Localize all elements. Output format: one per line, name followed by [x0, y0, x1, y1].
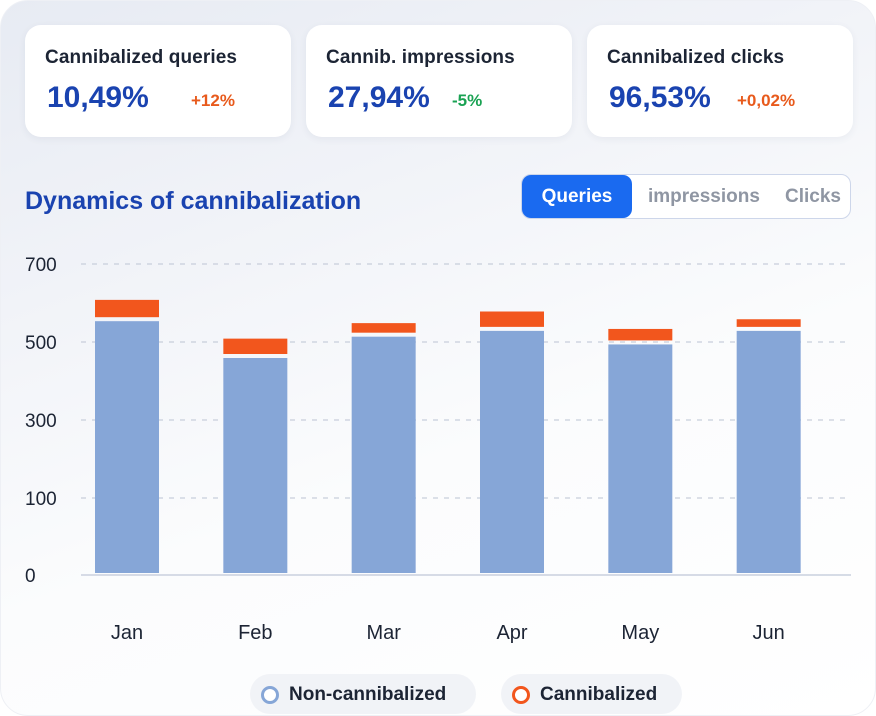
segment-impressions[interactable]: impressions	[648, 186, 760, 207]
legend-item-cannibalized[interactable]: Cannibalized	[501, 674, 682, 714]
kpi-card-queries: Cannibalized queries 10,49% +12%	[25, 25, 291, 137]
kpi-value: 10,49%	[47, 81, 149, 114]
bar-cannibalized	[351, 323, 416, 333]
bar-cannibalized	[736, 319, 801, 327]
legend-marker-cannibalized	[512, 686, 530, 704]
x-tick-label: Apr	[496, 622, 527, 644]
x-tick-label: Jan	[111, 622, 143, 644]
kpi-card-impressions: Cannib. impressions 27,94% -5%	[306, 25, 572, 137]
kpi-label: Cannibalized queries	[45, 47, 238, 68]
bar-non-cannibalized	[95, 321, 159, 573]
kpi-value: 27,94%	[328, 81, 430, 114]
kpi-delta: -5%	[452, 91, 483, 110]
x-tick-label: Mar	[366, 622, 401, 644]
kpi-delta: +0,02%	[737, 91, 796, 110]
legend-item-non-cannibalized[interactable]: Non-cannibalized	[250, 674, 476, 714]
metric-segmented-control: Queries impressions Clicks	[521, 174, 851, 219]
y-tick-label: 700	[25, 255, 57, 276]
bar-cannibalized	[223, 338, 288, 354]
legend-label: Non-cannibalized	[289, 684, 447, 705]
y-tick-label: 100	[25, 489, 57, 510]
bar-non-cannibalized	[480, 330, 544, 573]
bar-non-cannibalized	[223, 358, 288, 573]
bar-non-cannibalized	[351, 336, 416, 573]
y-tick-label: 500	[25, 333, 57, 354]
bar-non-cannibalized	[608, 344, 673, 573]
legend-marker-non-cannibalized	[261, 686, 279, 704]
y-tick-label: 300	[25, 411, 57, 432]
kpi-card-clicks: Cannibalized clicks 96,53% +0,02%	[587, 25, 853, 137]
kpi-delta: +12%	[191, 91, 235, 110]
kpi-label: Cannibalized clicks	[607, 47, 785, 68]
x-tick-label: May	[621, 622, 659, 644]
x-tick-label: Feb	[238, 622, 272, 644]
bar-non-cannibalized	[736, 330, 801, 573]
section-title: Dynamics of cannibalization	[25, 187, 362, 215]
x-tick-label: Jun	[753, 622, 785, 644]
y-tick-label: 0	[25, 566, 36, 587]
segment-clicks[interactable]: Clicks	[785, 186, 841, 207]
bar-cannibalized	[480, 311, 544, 327]
bar-cannibalized	[608, 328, 673, 341]
kpi-label: Cannib. impressions	[326, 47, 515, 68]
kpi-value: 96,53%	[609, 81, 711, 114]
segment-queries[interactable]: Queries	[522, 175, 632, 218]
bar-cannibalized	[95, 299, 159, 318]
legend-label: Cannibalized	[540, 684, 658, 705]
